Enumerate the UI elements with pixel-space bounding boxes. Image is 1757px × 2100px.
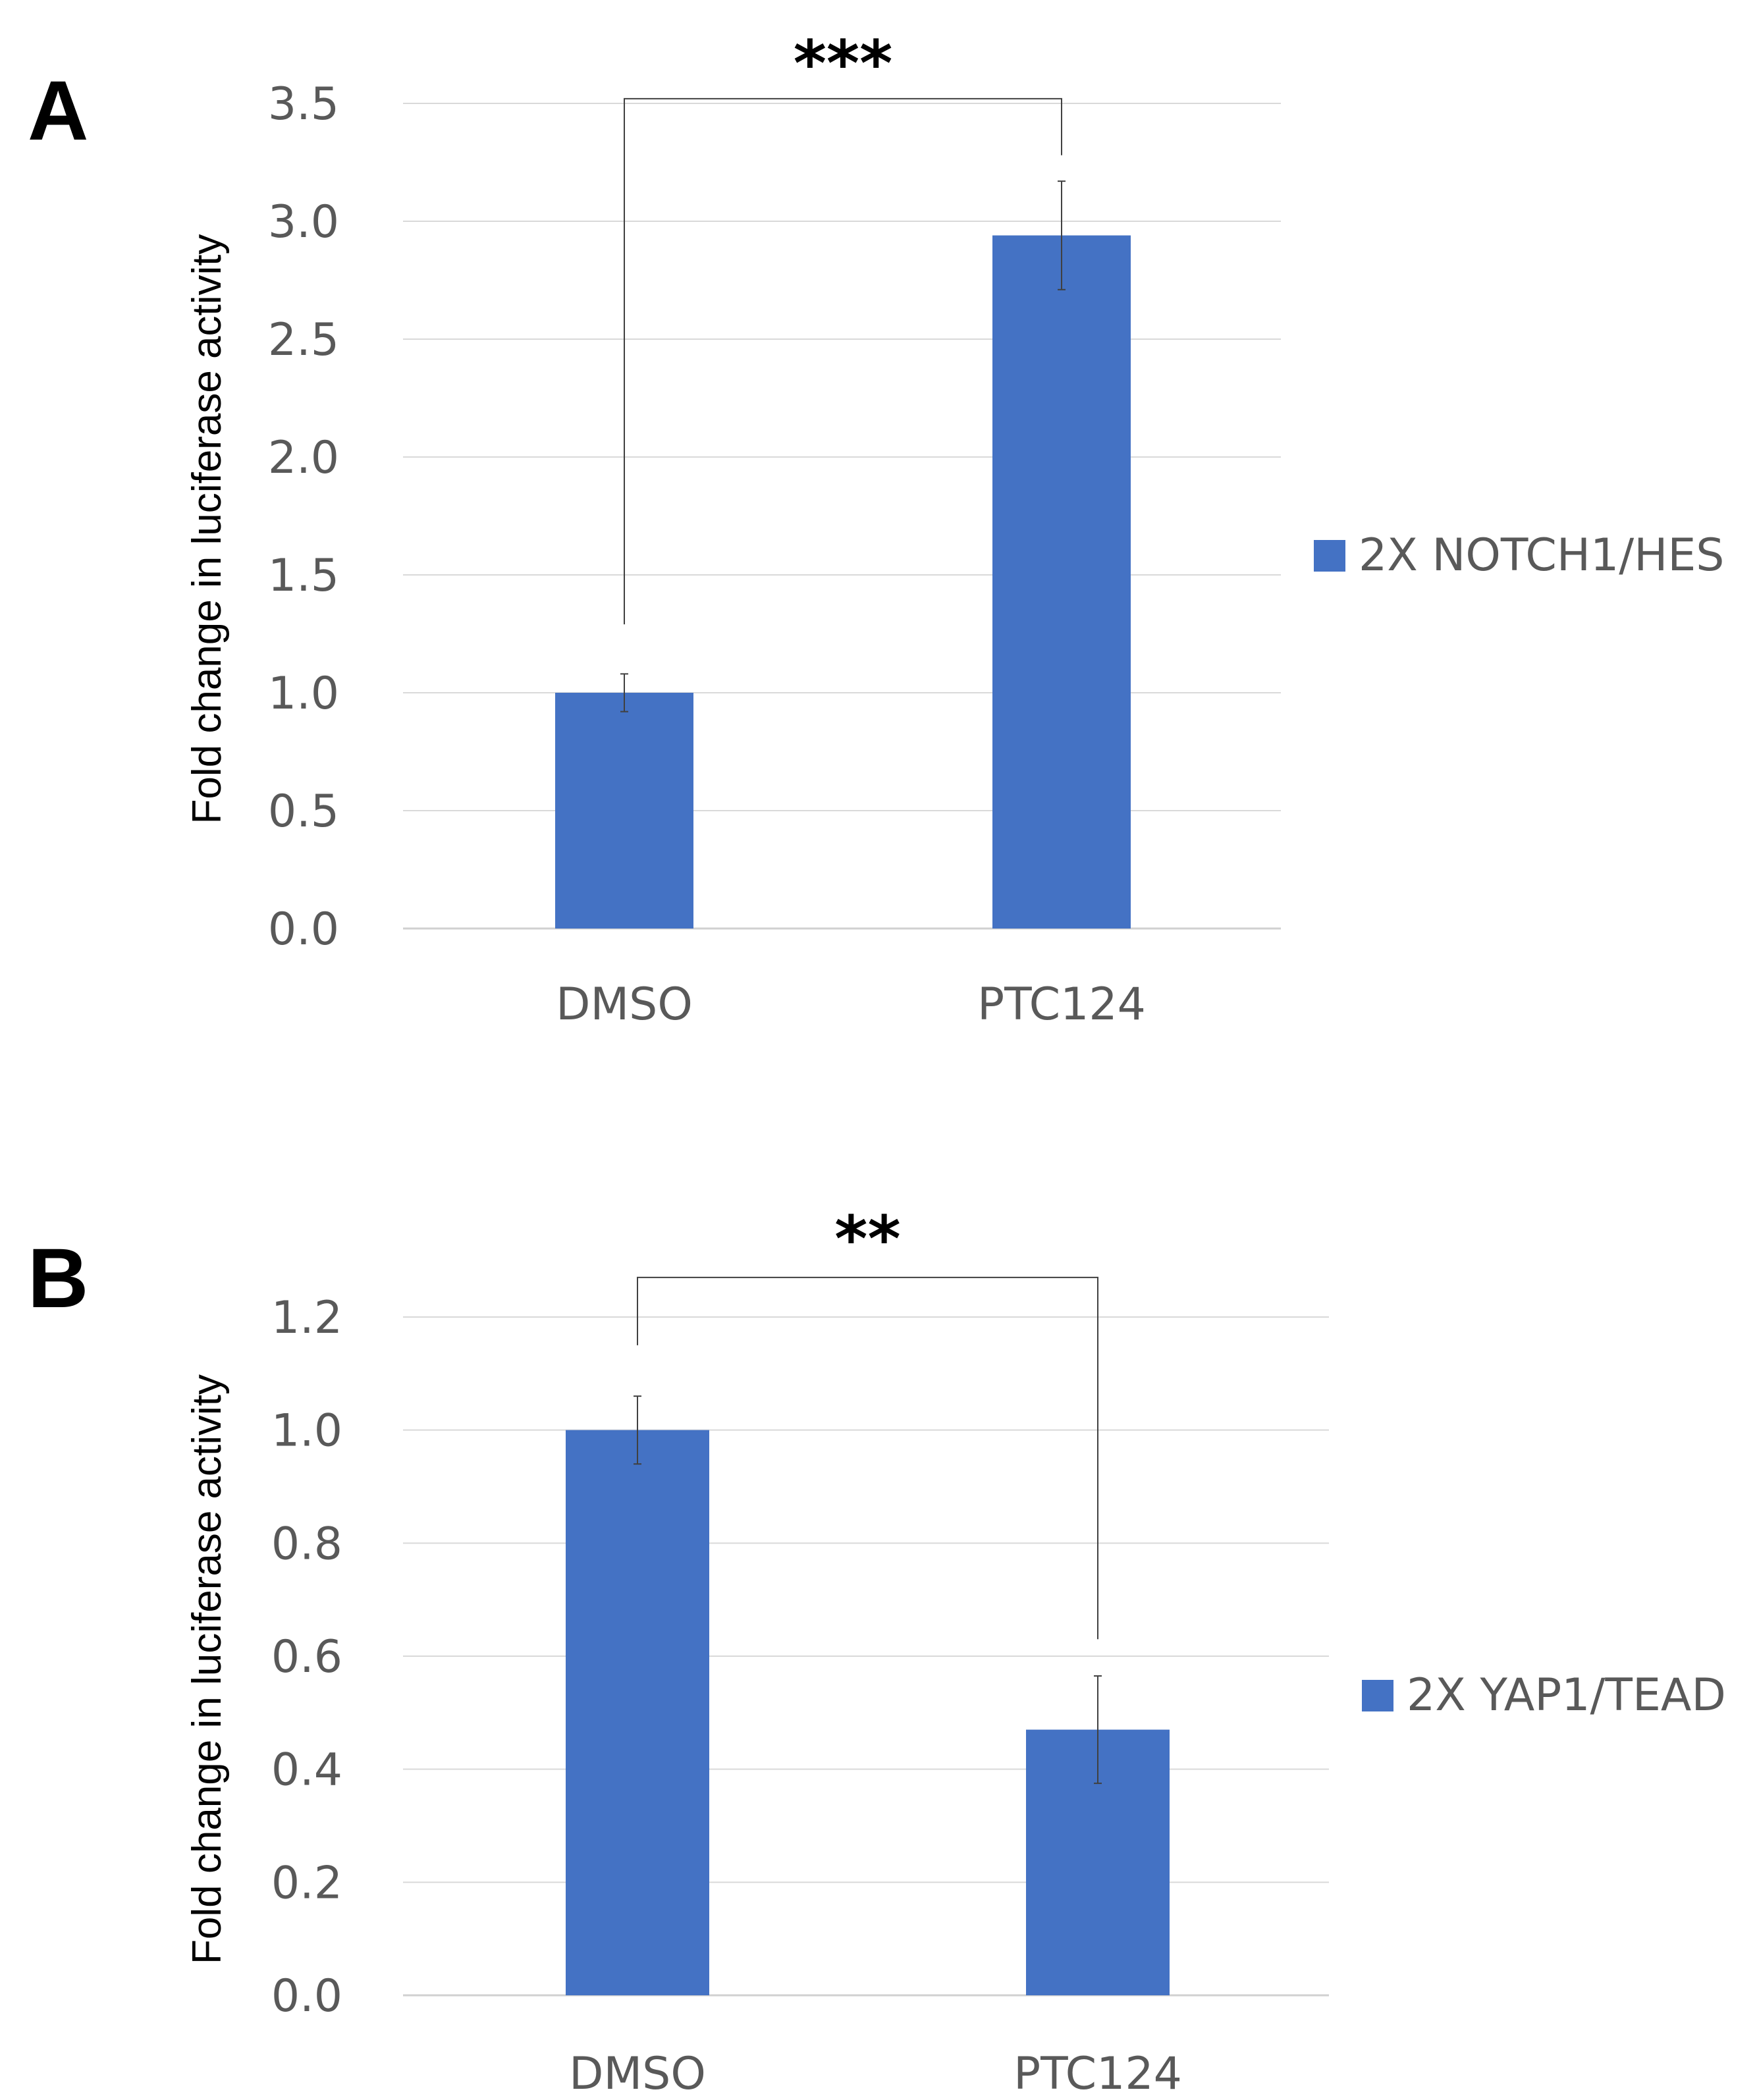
category-label: DMSO [569,2048,706,2100]
y-tick-label: 1.0 [271,1405,342,1457]
y-tick-label: 2.0 [268,432,339,484]
y-tick-label: 0.2 [271,1857,342,1909]
y-tick-label: 0.0 [271,1970,342,2022]
legend: 2X NOTCH1/HES [1314,529,1724,581]
significance-bracket [624,97,1062,625]
legend-label: 2X NOTCH1/HES [1359,529,1724,581]
bar-ptc124 [992,235,1131,929]
error-bar-dmso [634,1395,641,1465]
panel-label-b: B [28,1231,88,1326]
category-label: PTC124 [1014,2048,1182,2100]
legend: 2X YAP1/TEAD [1362,1669,1726,1721]
category-label: DMSO [556,979,693,1031]
legend-swatch [1314,540,1345,572]
bar-dmso [555,693,693,929]
significance-bracket [637,1276,1098,1640]
error-bar-dmso [620,673,628,713]
panel-label-a: A [28,64,88,158]
error-bar-ptc124 [1058,180,1066,290]
y-axis-label: Fold change in luciferase activity [184,1374,230,1964]
category-label: PTC124 [977,979,1146,1031]
y-tick-label: 0.8 [271,1518,342,1570]
bar-dmso [566,1430,709,1995]
y-tick-label: 3.0 [268,196,339,248]
panel-b: B 0.0 0.2 0.4 0.6 0.8 1.0 1.2 Fold change in lu… [28,1202,1726,2100]
legend-label: 2X YAP1/TEAD [1407,1669,1726,1721]
panel-a: A 0.0 0.5 1.0 1.5 2.0 2.5 3.0 3.5 Fold change in… [28,27,1724,1031]
y-tick-label: 0.5 [268,786,339,838]
significance-label: ** [834,1202,900,1276]
y-tick-label: 0.6 [271,1631,342,1683]
y-tick-label: 1.2 [271,1292,342,1344]
error-bar-ptc124 [1094,1675,1102,1785]
y-axis-label: Fold change in luciferase activity [184,234,230,824]
y-tick-label: 0.4 [271,1744,342,1796]
y-tick-label: 1.0 [268,668,339,720]
y-tick-label: 3.5 [268,78,339,130]
y-tick-label: 1.5 [268,550,339,602]
y-tick-label: 2.5 [268,314,339,366]
y-tick-label: 0.0 [268,903,339,956]
significance-label: *** [794,27,893,101]
legend-swatch [1362,1680,1393,1711]
